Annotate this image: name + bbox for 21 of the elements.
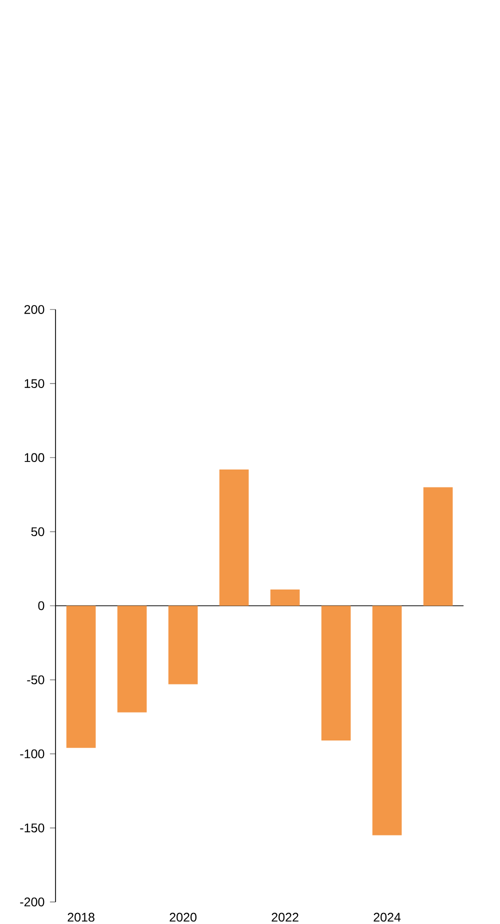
y-tick-label: 150	[24, 379, 44, 388]
x-tick-label: 2024	[374, 912, 401, 922]
bar	[372, 606, 402, 836]
y-tick-label: 0	[38, 601, 44, 610]
x-tick-label: 2018	[68, 912, 95, 922]
bar	[66, 606, 96, 748]
y-tick-label: 100	[24, 453, 44, 462]
bar	[322, 606, 351, 741]
bar	[168, 606, 198, 684]
y-tick-label: -150	[20, 823, 44, 832]
bar	[424, 487, 453, 606]
y-tick-label: -100	[20, 749, 44, 758]
y-tick-label: -50	[27, 675, 44, 684]
x-tick-label: 2022	[272, 912, 299, 922]
bar	[220, 469, 249, 606]
x-tick-label: 2020	[170, 912, 197, 922]
bar	[270, 589, 300, 606]
bar	[118, 606, 147, 712]
y-tick-label: -200	[20, 898, 44, 906]
y-tick-label: 200	[24, 305, 44, 314]
y-tick-label: 50	[32, 527, 44, 536]
